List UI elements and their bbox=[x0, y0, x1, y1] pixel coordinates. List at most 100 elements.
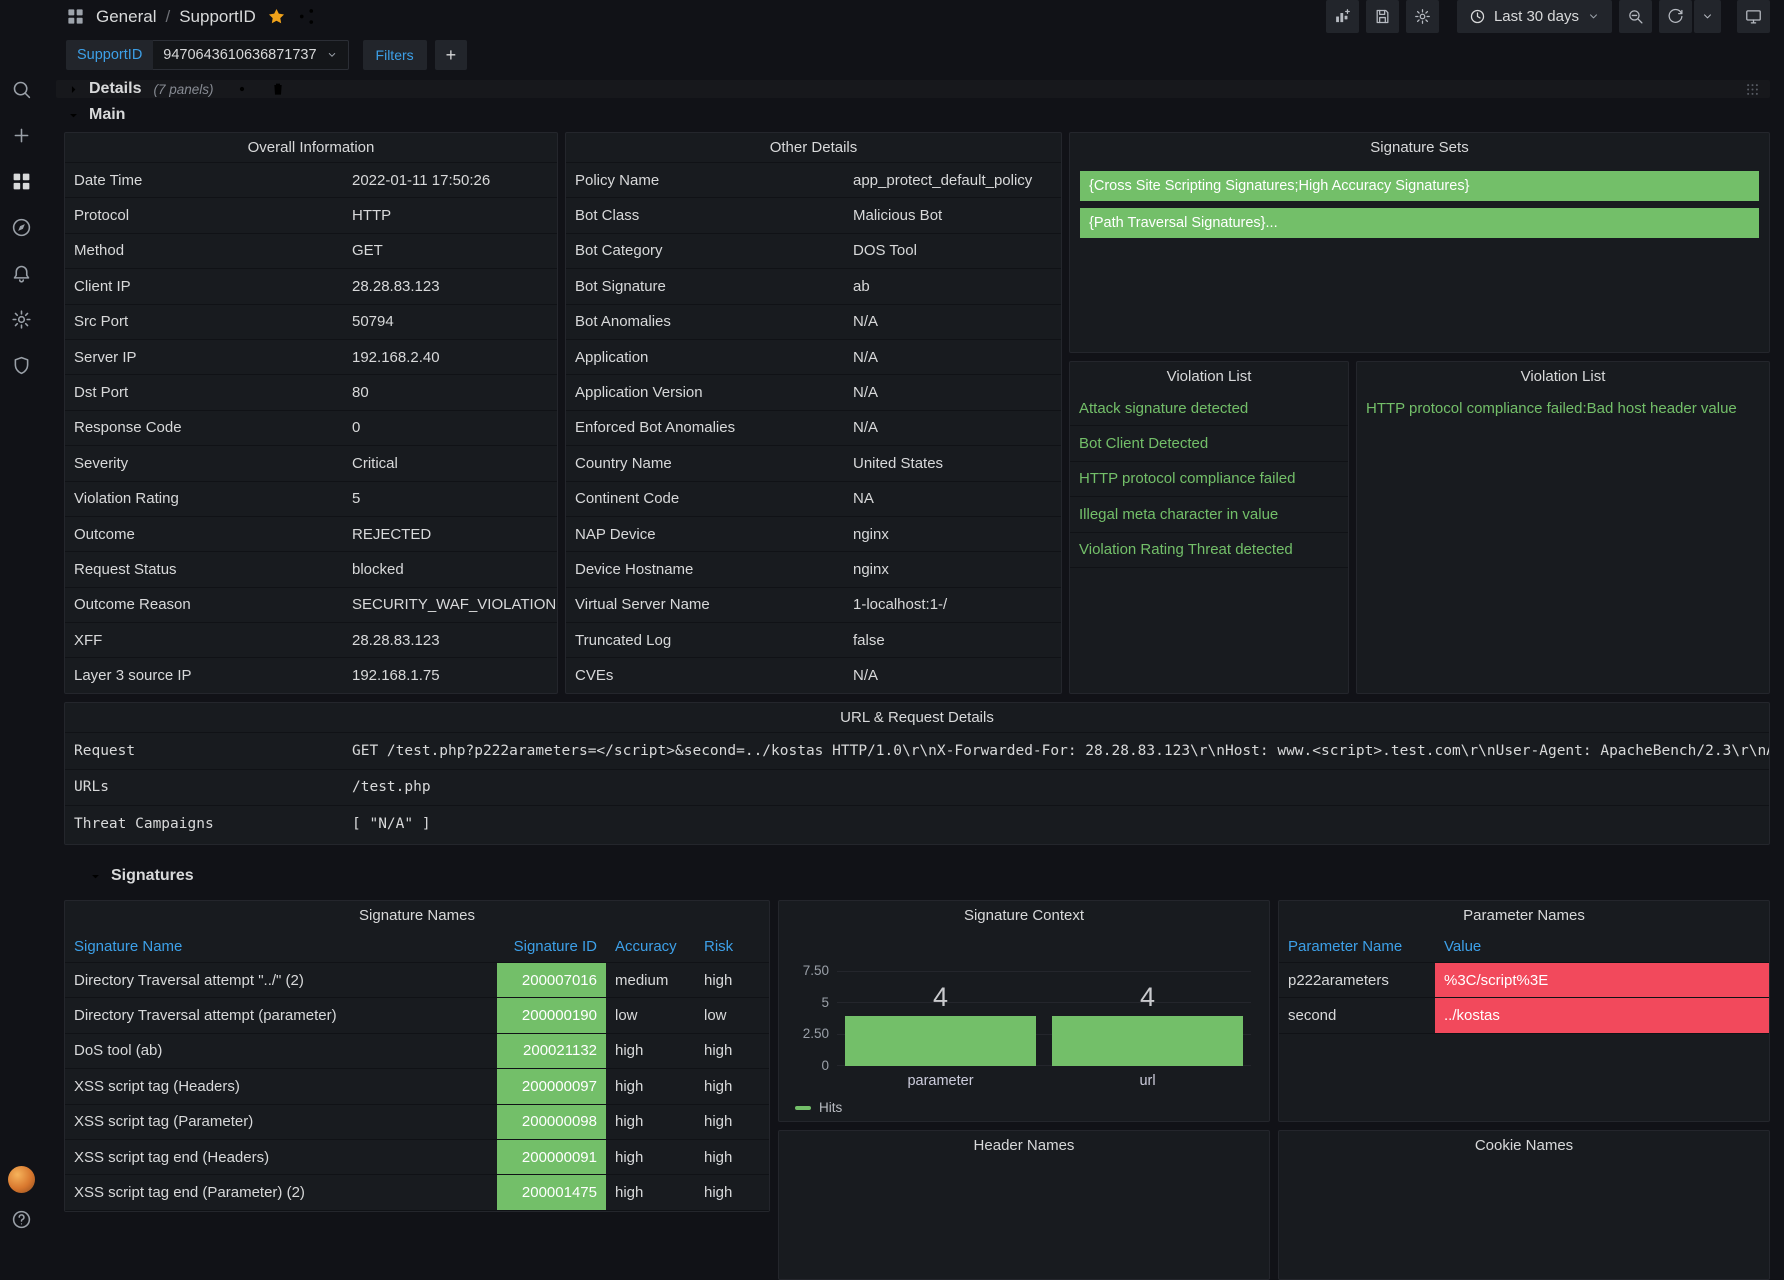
field-value: false bbox=[853, 631, 885, 649]
zoom-out-time-button[interactable] bbox=[1619, 0, 1652, 33]
violation-link[interactable]: Illegal meta character in value bbox=[1070, 497, 1348, 533]
table-row: Method GET bbox=[65, 232, 557, 268]
sidebar-help-button[interactable] bbox=[0, 1209, 42, 1230]
panel-title[interactable]: Violation List bbox=[1166, 368, 1252, 385]
row-details[interactable]: Details (7 panels) bbox=[56, 80, 1770, 98]
save-dashboard-button[interactable] bbox=[1365, 0, 1399, 33]
column-header[interactable]: Accuracy bbox=[615, 937, 677, 955]
row-settings-gear-icon[interactable] bbox=[234, 81, 250, 97]
table-row: Policy Name app_protect_default_policy bbox=[566, 162, 1061, 197]
add-filter-button[interactable]: + bbox=[434, 40, 468, 70]
column-header[interactable]: Parameter Name bbox=[1288, 937, 1403, 955]
panel-title[interactable]: URL & Request Details bbox=[840, 709, 994, 726]
row-main[interactable]: Main bbox=[66, 106, 1784, 124]
panel-title[interactable]: Other Details bbox=[769, 139, 858, 156]
other-details-table: Policy Name app_protect_default_policy Bot… bbox=[566, 162, 1061, 693]
panel-title[interactable]: Overall Information bbox=[247, 139, 375, 156]
panel-title[interactable]: Signature Sets bbox=[1370, 139, 1469, 156]
field-value: 192.168.1.75 bbox=[352, 667, 440, 685]
grafana-logo[interactable] bbox=[7, 14, 35, 42]
parameter-name-cell: second bbox=[1288, 1007, 1337, 1025]
variable-value-dropdown[interactable]: 9470643610636871737 bbox=[153, 40, 349, 70]
row-drag-handle-icon[interactable] bbox=[1745, 82, 1760, 97]
plus-icon bbox=[11, 125, 32, 146]
violation-link[interactable]: Violation Rating Threat detected bbox=[1070, 533, 1348, 568]
field-label: Request bbox=[74, 742, 136, 759]
sidebar-dashboards-button[interactable] bbox=[0, 158, 42, 204]
field-value: United States bbox=[853, 454, 944, 472]
column-header[interactable]: Signature ID bbox=[513, 937, 597, 955]
sidebar-explore-button[interactable] bbox=[0, 204, 42, 250]
bar-value-label: 4 bbox=[932, 981, 949, 1012]
column-header[interactable]: Signature Name bbox=[74, 937, 183, 955]
field-label: Bot Anomalies bbox=[575, 313, 671, 331]
breadcrumb-separator: / bbox=[165, 6, 171, 26]
row-signatures[interactable]: Signatures bbox=[88, 861, 1770, 891]
main-area: General / SupportID Last 30 days bbox=[42, 0, 1784, 1280]
panel-title[interactable]: Header Names bbox=[973, 1137, 1075, 1154]
x-axis-labels: parameter url bbox=[779, 1066, 1269, 1089]
search-icon bbox=[11, 79, 32, 100]
field-value: REJECTED bbox=[352, 525, 432, 543]
chevron-down-icon bbox=[326, 49, 338, 61]
panel-title[interactable]: Parameter Names bbox=[1463, 907, 1585, 924]
field-value: 50794 bbox=[352, 313, 394, 331]
field-label: Device Hostname bbox=[575, 560, 694, 578]
table-row: XSS script tag end (Parameter) (2) 200001… bbox=[65, 1175, 769, 1211]
field-value: HTTP bbox=[352, 207, 392, 225]
table-row: Request Status blocked bbox=[65, 551, 557, 586]
add-panel-button[interactable] bbox=[1325, 0, 1359, 33]
table-row: second ../kostas bbox=[1279, 998, 1769, 1034]
panel-header-names: Header Names bbox=[778, 1130, 1270, 1280]
time-range-picker[interactable]: Last 30 days bbox=[1456, 0, 1612, 33]
sidebar-search-button[interactable] bbox=[0, 66, 42, 112]
bar[interactable] bbox=[1052, 1015, 1243, 1066]
field-label: Severity bbox=[74, 454, 129, 472]
share-icon[interactable] bbox=[297, 7, 316, 26]
panel-title[interactable]: Cookie Names bbox=[1474, 1137, 1574, 1154]
chart-legend[interactable]: Hits bbox=[779, 1089, 1269, 1115]
table-row: URLs/test.php bbox=[65, 768, 1769, 806]
cycle-view-mode-button[interactable] bbox=[1737, 0, 1770, 33]
violation-link[interactable]: Bot Client Detected bbox=[1070, 426, 1348, 462]
field-label: Application bbox=[575, 348, 649, 366]
field-label: Server IP bbox=[74, 348, 137, 366]
sidebar-server-admin-button[interactable] bbox=[0, 342, 42, 388]
panel-title[interactable]: Signature Names bbox=[359, 907, 475, 924]
table-row: NAP Device nginx bbox=[566, 515, 1061, 551]
bar[interactable] bbox=[845, 1015, 1036, 1066]
row-title: Details bbox=[89, 80, 142, 97]
violation-link[interactable]: HTTP protocol compliance failed bbox=[1070, 462, 1348, 498]
breadcrumb: General / SupportID bbox=[96, 7, 256, 27]
sidebar-alerting-button[interactable] bbox=[0, 250, 42, 296]
breadcrumb-section[interactable]: General bbox=[96, 6, 157, 26]
top-navigation-bar: General / SupportID Last 30 days bbox=[42, 0, 1784, 33]
sidebar-configuration-button[interactable] bbox=[0, 296, 42, 342]
filters-button[interactable]: Filters bbox=[362, 40, 427, 70]
signature-id-cell: 200001475 bbox=[497, 1175, 606, 1210]
refresh-button[interactable] bbox=[1659, 0, 1692, 33]
bar-chart: 0 2.50 5 7.50 4 4 bbox=[779, 930, 1269, 1072]
sidebar-create-button[interactable] bbox=[0, 112, 42, 158]
user-profile-button[interactable] bbox=[0, 1166, 42, 1193]
refresh-interval-dropdown[interactable] bbox=[1694, 0, 1721, 33]
column-header[interactable]: Value bbox=[1444, 937, 1482, 955]
violation-link[interactable]: Attack signature detected bbox=[1070, 391, 1348, 427]
dashboard-settings-button[interactable] bbox=[1405, 0, 1439, 33]
field-label: Threat Campaigns bbox=[74, 815, 214, 832]
table-row: Application Version N/A bbox=[566, 374, 1061, 409]
chevron-down-icon bbox=[1701, 10, 1714, 23]
row-delete-trash-icon[interactable] bbox=[270, 81, 286, 97]
signature-set-cell: {Path Traversal Signatures}... bbox=[1080, 208, 1759, 238]
favorite-star-icon[interactable] bbox=[267, 7, 286, 26]
legend-label: Hits bbox=[819, 1100, 843, 1115]
panel-title[interactable]: Violation List bbox=[1520, 368, 1606, 385]
risk-cell: low bbox=[704, 1007, 727, 1025]
table-row: Continent Code NA bbox=[566, 480, 1061, 516]
parameter-value-cell: %3C/script%3E bbox=[1435, 963, 1769, 998]
violation-link[interactable]: HTTP protocol compliance failed:Bad host… bbox=[1366, 400, 1737, 418]
panel-title[interactable]: Signature Context bbox=[963, 907, 1085, 924]
shield-icon bbox=[11, 355, 32, 376]
column-header[interactable]: Risk bbox=[704, 937, 734, 955]
field-value: 1-localhost:1-/ bbox=[853, 596, 948, 614]
